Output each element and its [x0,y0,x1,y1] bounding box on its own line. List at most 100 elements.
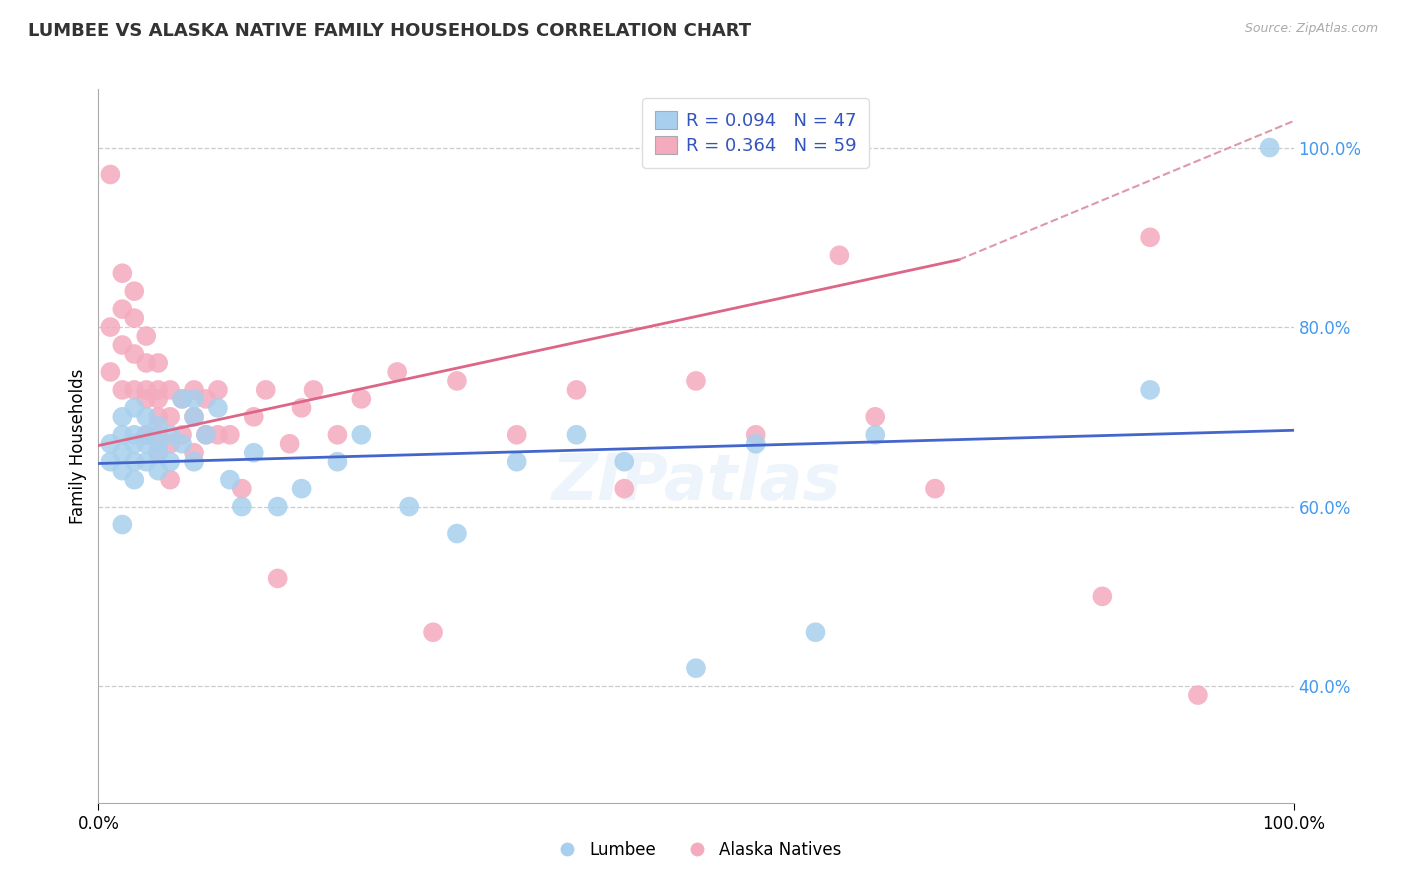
Point [148,383,170,397]
Point [326,455,349,469]
Point [111,302,134,317]
Point [124,401,146,415]
Point [98,365,122,379]
Point [1258,140,1281,154]
Point [98,168,122,182]
Point [124,473,146,487]
Point [565,383,588,397]
Point [124,284,146,298]
Point [219,473,242,487]
Point [231,482,253,496]
Point [183,446,205,460]
Point [124,311,146,326]
Point [111,338,134,352]
Point [398,500,420,514]
Point [111,446,134,460]
Point [124,427,146,442]
Point [231,500,253,514]
Point [267,500,290,514]
Point [207,401,229,415]
Point [267,571,290,585]
Point [745,436,768,450]
Point [1139,230,1161,244]
Point [159,436,181,450]
Point [172,436,194,450]
Point [98,436,122,450]
Point [243,446,266,460]
Point [111,427,134,442]
Point [565,427,588,442]
Point [291,482,314,496]
Point [98,320,122,334]
Point [148,418,170,433]
Point [183,383,205,397]
Point [924,482,946,496]
Point [219,427,242,442]
Point [135,436,157,450]
Point [1139,383,1161,397]
Point [135,409,157,424]
Point [98,455,122,469]
Point [159,473,181,487]
Point [159,427,181,442]
Point [135,427,157,442]
Point [111,383,134,397]
Point [124,436,146,450]
Text: LUMBEE VS ALASKA NATIVE FAMILY HOUSEHOLDS CORRELATION CHART: LUMBEE VS ALASKA NATIVE FAMILY HOUSEHOLD… [28,22,751,40]
Point [422,625,444,640]
Point [804,625,827,640]
Point [326,427,349,442]
Point [863,409,887,424]
Point [148,356,170,370]
Point [685,661,707,675]
Text: ZIPatlas: ZIPatlas [551,450,841,513]
Point [135,383,157,397]
Point [148,427,170,442]
Point [745,427,768,442]
Point [1091,590,1114,604]
Point [350,427,373,442]
Point [194,392,218,406]
Point [1187,688,1209,702]
Point [124,455,146,469]
Point [159,455,181,469]
Point [183,409,205,424]
Point [506,427,529,442]
Point [613,455,636,469]
Point [111,266,134,280]
Point [350,392,373,406]
Point [207,427,229,442]
Point [613,482,636,496]
Point [183,392,205,406]
Point [446,526,468,541]
Point [111,517,134,532]
Point [148,446,170,460]
Point [385,365,409,379]
Y-axis label: Family Households: Family Households [69,368,87,524]
Text: Source: ZipAtlas.com: Source: ZipAtlas.com [1244,22,1378,36]
Point [148,392,170,406]
Point [111,409,134,424]
Point [148,436,170,450]
Point [148,409,170,424]
Point [124,383,146,397]
Point [135,329,157,343]
Point [135,392,157,406]
Point [172,392,194,406]
Point [243,409,266,424]
Point [506,455,529,469]
Point [254,383,277,397]
Point [183,455,205,469]
Point [194,427,218,442]
Point [159,409,181,424]
Point [446,374,468,388]
Point [291,401,314,415]
Point [685,374,707,388]
Point [148,464,170,478]
Point [863,427,887,442]
Point [124,347,146,361]
Point [278,436,301,450]
Point [183,409,205,424]
Point [207,383,229,397]
Point [194,427,218,442]
